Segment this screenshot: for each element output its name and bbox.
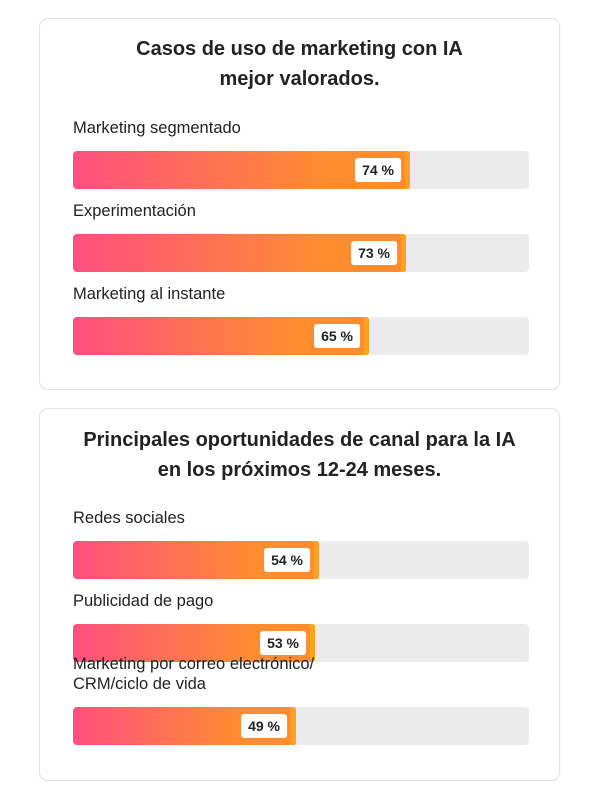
bar-row-publicidad-de-pago: Publicidad de pago 53 % [73,591,529,662]
bar-row-experimentacion: Experimentación 73 % [73,201,529,272]
bar-label: Marketing por correo electrónico/CRM/cic… [73,654,529,694]
bar-label-line: Marketing por correo electrónico/ [73,655,315,673]
bar-track: 49 % [73,707,529,745]
bar-label-line: Marketing segmentado [73,119,241,137]
bar-label: Redes sociales [73,508,529,528]
bar-value-label: 54 % [264,548,310,572]
bar-label-line: CRM/ciclo de vida [73,675,206,693]
chart-title-line: en los próximos 12-24 meses. [157,459,442,481]
bar-value-label: 65 % [314,324,360,348]
bar-row-redes-sociales: Redes sociales 54 % [73,508,529,579]
bar-label-line: Marketing al instante [73,285,226,303]
bar-track: 54 % [73,541,529,579]
chart-title-line: mejor valorados. [219,68,380,90]
bar-fill [73,234,406,272]
chart-title: Principales oportunidades de canal para … [40,425,559,485]
bar-label-line: Publicidad de pago [73,592,214,610]
bar-label: Experimentación [73,201,529,221]
bar-track: 65 % [73,317,529,355]
bar-row-marketing-segmentado: Marketing segmentado 74 % [73,118,529,189]
bar-label-line: Redes sociales [73,509,185,527]
chart-card-top-ai-use-cases: Casos de uso de marketing con IA mejor va… [39,18,560,390]
bar-label: Marketing segmentado [73,118,529,138]
bar-label-line: Experimentación [73,202,196,220]
bar-track: 74 % [73,151,529,189]
bar-row-marketing-por-correo: Marketing por correo electrónico/CRM/cic… [73,654,529,745]
chart-title-line: Casos de uso de marketing con IA [136,38,463,60]
bar-label: Publicidad de pago [73,591,529,611]
bar-value-label: 53 % [260,631,306,655]
bar-row-marketing-al-instante: Marketing al instante 65 % [73,284,529,355]
bar-track: 53 % [73,624,529,662]
bar-value-label: 49 % [241,714,287,738]
bar-track: 73 % [73,234,529,272]
bar-value-label: 73 % [351,241,397,265]
bar-fill [73,151,410,189]
bar-value-label: 74 % [355,158,401,182]
chart-title-line: Principales oportunidades de canal para … [83,429,516,451]
chart-title: Casos de uso de marketing con IA mejor va… [40,34,559,94]
bar-label: Marketing al instante [73,284,529,304]
chart-card-channel-opportunities: Principales oportunidades de canal para … [39,408,560,781]
